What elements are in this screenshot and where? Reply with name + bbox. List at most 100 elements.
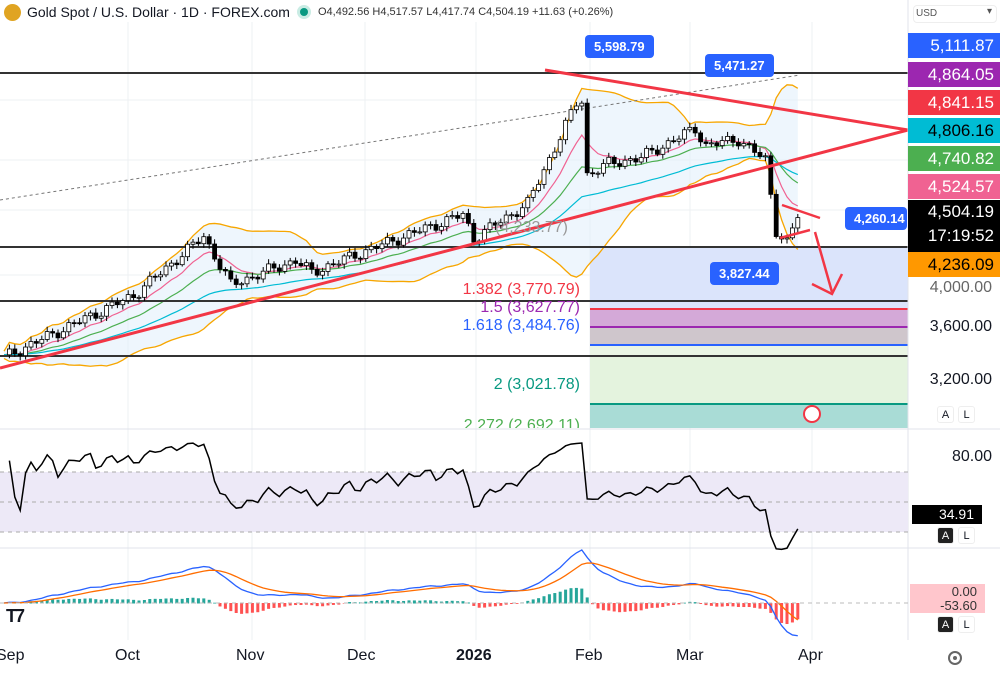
candle <box>77 317 82 326</box>
macd-histogram-bar <box>564 589 568 604</box>
month-label: Mar <box>676 647 704 664</box>
auto-scale-button[interactable]: A <box>937 406 954 423</box>
countdown: 17:19:52 <box>927 226 994 245</box>
ohlc-values: O4,492.56 H4,517.57 L4,417.74 C4,504.19 … <box>317 6 614 18</box>
candle <box>682 126 687 144</box>
bollinger-upper <box>3 84 799 352</box>
macd-histogram-bar <box>418 600 422 604</box>
macd-histogram-bar <box>456 601 460 604</box>
macd-histogram-bar <box>310 603 314 606</box>
macd-histogram-bar <box>191 597 195 604</box>
symbol-title[interactable]: Gold Spot / U.S. Dollar · 1D · FOREX.com <box>27 4 290 20</box>
macd-histogram-bar <box>202 598 206 604</box>
callout-high2[interactable]: 5,471.27 <box>705 54 774 77</box>
macd-histogram-bar <box>709 603 713 606</box>
macd-histogram-bar <box>477 603 481 608</box>
candle <box>206 233 212 249</box>
candle <box>276 264 282 276</box>
candle <box>401 233 407 248</box>
macd-histogram-bar <box>639 603 643 611</box>
macd-histogram-bar <box>553 593 557 604</box>
rsi-log-scale-button[interactable]: L <box>958 527 975 544</box>
macd-histogram-bar <box>655 603 659 608</box>
macd-histogram-bar <box>747 603 751 608</box>
candle <box>131 290 137 301</box>
macd-histogram-bar <box>510 603 514 604</box>
candle <box>763 152 768 162</box>
candle <box>271 261 277 273</box>
symbol-header[interactable]: Gold Spot / U.S. Dollar · 1D · FOREX.com… <box>4 2 620 22</box>
macd-histogram-bar <box>661 603 665 607</box>
candle <box>579 100 585 111</box>
macd-histogram-bar <box>250 603 254 613</box>
macd-histogram-bar <box>72 598 76 604</box>
candle <box>260 267 266 283</box>
candle <box>736 138 741 150</box>
candle <box>352 247 358 262</box>
macd-histogram-bar <box>67 598 71 604</box>
settings-gear-icon[interactable] <box>948 651 962 665</box>
macd-histogram-bar <box>574 587 578 604</box>
macd-histogram-bar <box>326 603 330 606</box>
candle <box>536 179 541 193</box>
month-label: Feb <box>575 647 603 664</box>
candle <box>303 259 309 271</box>
macd-histogram-bar <box>380 600 384 604</box>
macd-histogram-bar <box>277 603 281 608</box>
log-scale-button[interactable]: L <box>958 406 975 423</box>
candle <box>61 326 66 340</box>
macd-histogram-bar <box>40 600 44 604</box>
candle <box>249 272 255 281</box>
candle <box>7 344 12 359</box>
candle <box>503 210 509 226</box>
candle <box>509 212 515 220</box>
macd-histogram-bar <box>315 603 319 607</box>
candle <box>514 210 520 221</box>
candle <box>325 261 331 277</box>
candle <box>422 221 428 237</box>
candle <box>109 297 115 309</box>
fib-label-1382: 1.382 (3,770.79) <box>462 281 580 298</box>
rsi-auto-scale-button[interactable]: A <box>937 527 954 544</box>
candle <box>255 275 261 284</box>
month-label: Oct <box>115 647 140 664</box>
candle <box>773 189 779 239</box>
tradingview-logo-icon: T7 <box>6 606 25 626</box>
macd-histogram-bar <box>34 600 38 604</box>
candle <box>520 202 525 219</box>
macd-histogram-bar <box>758 603 762 609</box>
callout-low[interactable]: 3,827.44 <box>710 262 779 285</box>
macd-log-scale-button[interactable]: L <box>958 616 975 633</box>
candle <box>98 312 104 323</box>
macd-histogram-bar <box>504 603 508 605</box>
candle <box>141 281 147 302</box>
candle <box>384 232 390 247</box>
currency-selector[interactable]: USD ▾ <box>913 5 997 23</box>
macd-histogram-bar <box>720 603 724 607</box>
macd-auto-scale-button[interactable]: A <box>937 616 954 633</box>
callout-right[interactable]: 4,260.14 <box>845 207 907 230</box>
fib-zone <box>590 327 908 345</box>
fib-zone <box>590 345 908 356</box>
candle <box>768 152 774 199</box>
macd-histogram-bar <box>110 598 114 604</box>
macd-histogram-bar <box>796 603 800 620</box>
macd-histogram-bar <box>142 599 146 604</box>
candle <box>638 152 644 165</box>
candle <box>395 237 401 250</box>
macd-histogram-bar <box>51 599 55 604</box>
gold-logo-icon <box>4 3 21 21</box>
market-status-icon <box>299 8 308 16</box>
candle <box>563 117 568 145</box>
callout-high[interactable]: 5,598.79 <box>585 35 654 58</box>
macd-histogram-bar <box>94 599 98 604</box>
macd-histogram-bar <box>693 602 697 604</box>
macd-histogram-bar <box>137 600 141 604</box>
macd-histogram-bar <box>153 598 157 604</box>
grey-price-label: (4,233.77) <box>495 219 568 236</box>
rsi-value-tag: 34.91 <box>912 505 982 524</box>
macd-signal-line <box>3 562 799 621</box>
macd-histogram-bar <box>704 603 708 606</box>
candle <box>552 147 558 160</box>
